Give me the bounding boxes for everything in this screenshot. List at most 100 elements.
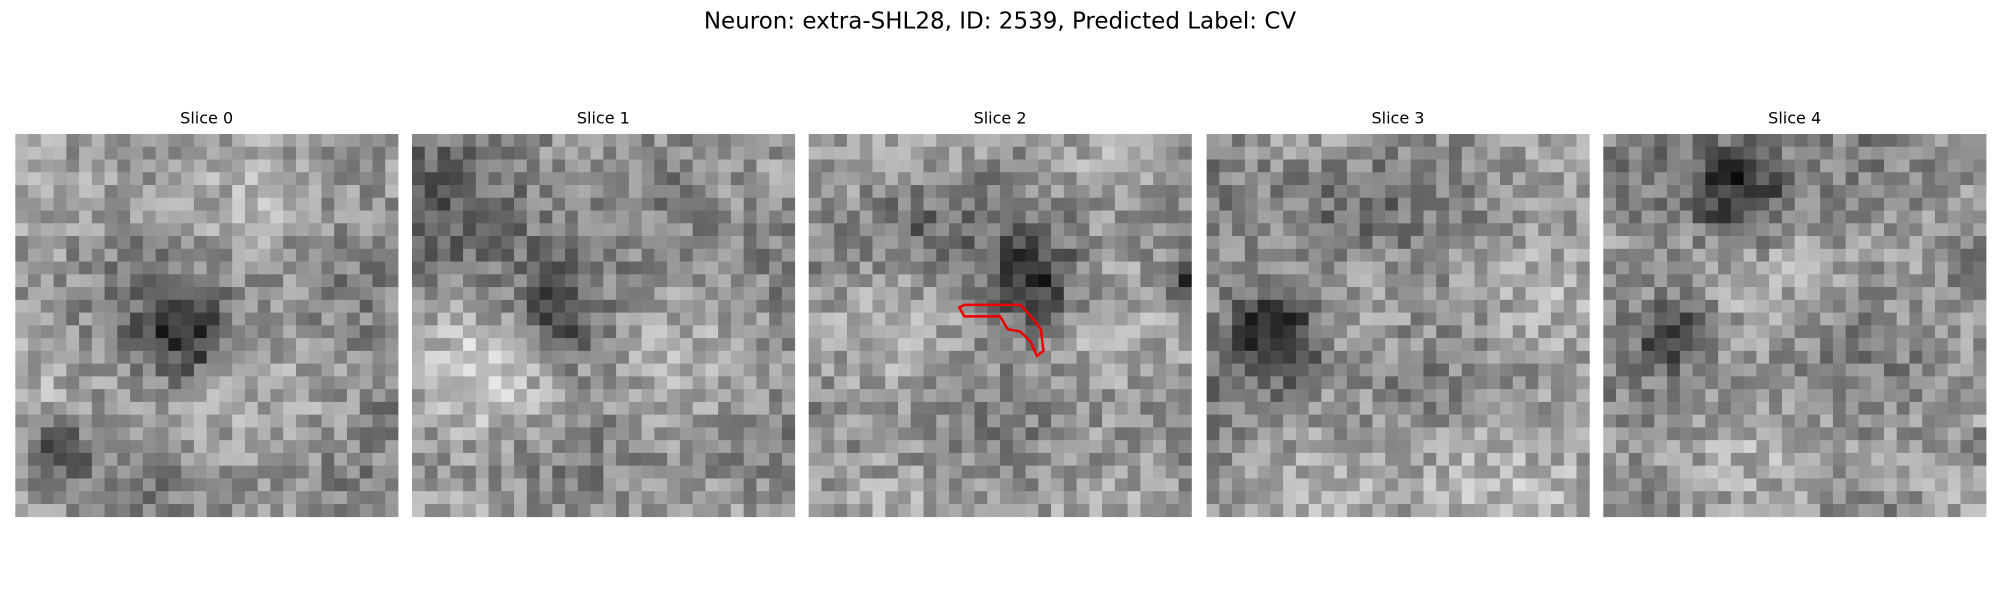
pixel: [334, 503, 348, 518]
pixel: [936, 478, 950, 492]
pixel: [1871, 172, 1885, 186]
pixel: [117, 491, 131, 505]
pixel: [1832, 503, 1847, 518]
pixel: [1000, 350, 1014, 365]
pixel: [1922, 427, 1936, 441]
pixel: [552, 440, 566, 454]
pixel: [1781, 452, 1796, 467]
pixel: [846, 338, 861, 352]
pixel: [450, 287, 464, 301]
pixel: [1487, 261, 1501, 275]
pixel: [1308, 146, 1322, 160]
pixel: [1487, 363, 1501, 377]
pixel: [295, 261, 310, 275]
pixel: [1000, 248, 1014, 262]
pixel: [104, 401, 118, 416]
pixel: [1178, 503, 1192, 518]
pixel: [1140, 478, 1154, 492]
pixel: [1947, 312, 1961, 326]
pixel: [1461, 389, 1475, 403]
pixel: [1576, 299, 1590, 313]
pixel: [1063, 248, 1077, 262]
pixel: [1385, 465, 1399, 479]
pixel: [385, 440, 399, 454]
pixel: [641, 414, 655, 428]
pixel: [117, 159, 131, 173]
pixel: [781, 376, 796, 390]
pixel: [1563, 210, 1577, 224]
pixel: [743, 325, 757, 339]
pixel: [412, 223, 426, 237]
pixel: [488, 478, 502, 492]
pixel: [1705, 223, 1719, 237]
pixel: [206, 376, 220, 390]
pixel: [1165, 274, 1180, 288]
pixel: [1896, 134, 1910, 148]
pixel: [91, 197, 105, 211]
pixel: [743, 452, 757, 467]
pixel: [1525, 172, 1539, 186]
pixel: [1934, 478, 1949, 492]
pixel: [1487, 427, 1501, 441]
pixel: [1947, 274, 1961, 288]
pixel: [1616, 427, 1630, 441]
pixel: [1934, 503, 1949, 518]
pixel: [603, 223, 617, 237]
pixel: [1448, 376, 1463, 390]
pixel: [372, 261, 386, 275]
pixel: [1576, 503, 1590, 518]
pixel: [334, 248, 348, 262]
pixel: [1628, 350, 1642, 365]
pixel: [1295, 274, 1310, 288]
pixel: [1270, 248, 1284, 262]
pixel: [743, 401, 757, 416]
pixel: [270, 414, 284, 428]
pixel: [781, 401, 796, 416]
pixel: [910, 325, 924, 339]
pixel: [1832, 440, 1847, 454]
pixel: [1858, 401, 1872, 416]
pixel: [1025, 401, 1039, 416]
pixel: [974, 299, 988, 313]
pixel: [1244, 414, 1259, 428]
pixel: [1244, 350, 1259, 365]
pixel: [1359, 261, 1373, 275]
pixel: [295, 376, 310, 390]
pixel: [1883, 172, 1898, 186]
pixel: [1372, 274, 1386, 288]
pixel: [346, 210, 361, 224]
pixel: [730, 210, 745, 224]
pixel: [1551, 350, 1565, 365]
pixel: [898, 338, 912, 352]
pixel: [910, 338, 924, 352]
pixel: [295, 338, 310, 352]
pixel: [1820, 414, 1834, 428]
pixel: [987, 325, 1001, 339]
pixel: [590, 134, 604, 148]
pixel: [514, 503, 528, 518]
pixel: [1692, 134, 1706, 148]
pixel: [1679, 248, 1693, 262]
pixel: [1563, 312, 1577, 326]
pixel: [808, 363, 822, 377]
pixel: [437, 312, 451, 326]
pixel: [1012, 491, 1026, 505]
pixel: [923, 197, 937, 211]
pixel: [28, 146, 42, 160]
pixel: [1448, 350, 1463, 365]
pixel: [1858, 478, 1872, 492]
pixel: [1165, 159, 1180, 173]
pixel: [450, 146, 464, 160]
pixel: [603, 401, 617, 416]
pixel: [1219, 440, 1233, 454]
pixel: [1359, 350, 1373, 365]
pixel: [206, 389, 220, 403]
pixel: [1474, 465, 1488, 479]
pixel: [616, 389, 630, 403]
pixel: [1832, 248, 1847, 262]
pixel: [898, 452, 912, 467]
pixel: [1372, 261, 1386, 275]
pixel: [1845, 210, 1859, 224]
pixel: [488, 440, 502, 454]
pixel: [155, 363, 169, 377]
